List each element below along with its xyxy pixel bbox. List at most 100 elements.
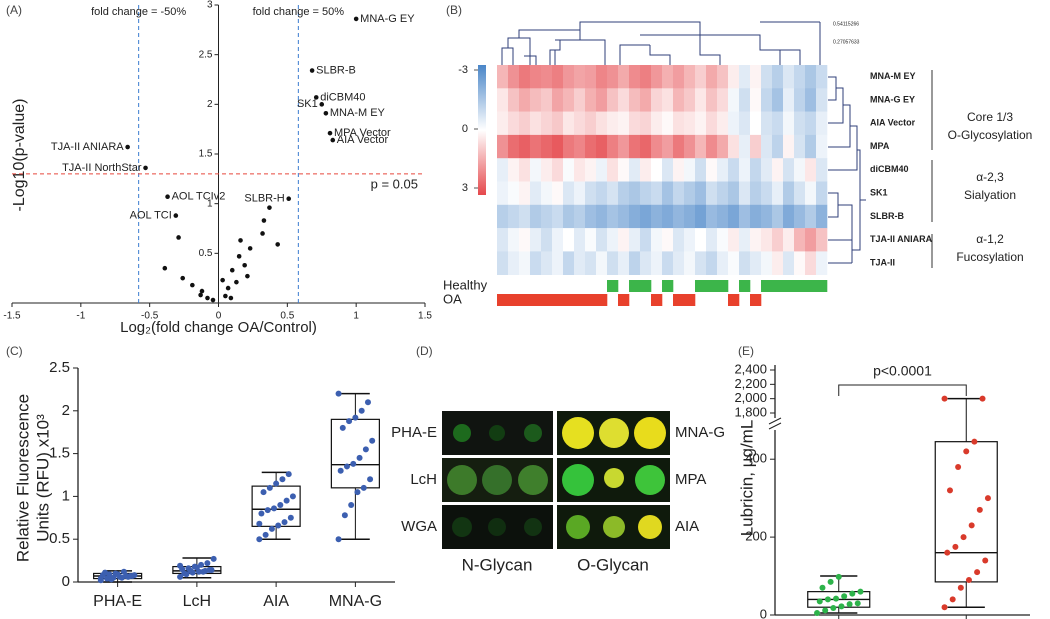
heatmap-cell — [508, 228, 520, 252]
heatmap-cell — [585, 65, 597, 89]
heatmap-cell — [728, 181, 740, 206]
group-cell — [717, 280, 729, 292]
heatmap-cell — [684, 251, 696, 275]
heatmap-cell — [563, 65, 575, 89]
heatmap-cell — [629, 204, 641, 229]
x-tick-label: PHA-E — [93, 593, 142, 610]
row-label: diCBM40 — [870, 164, 909, 174]
heatmap-cell — [596, 181, 608, 206]
heatmap-cell — [750, 111, 762, 136]
heatmap-cell — [618, 204, 630, 229]
heatmap-cell — [662, 111, 674, 136]
point — [267, 205, 272, 210]
point-label: AOL TCIv2 — [172, 191, 226, 203]
point — [824, 596, 831, 603]
heatmap-cell — [552, 111, 564, 136]
heatmap-cell — [728, 228, 740, 252]
heatmap-cell — [552, 181, 564, 206]
heatmap-cell — [519, 204, 531, 229]
point — [944, 549, 951, 556]
point — [350, 460, 357, 467]
heatmap-cell — [662, 251, 674, 275]
heatmap-cell — [629, 111, 641, 136]
point-label: SLBR-B — [316, 64, 356, 76]
point — [369, 437, 376, 444]
x-tick-label: -0.5 — [141, 311, 159, 322]
panel-label: (A) — [6, 3, 22, 17]
point — [337, 467, 344, 474]
heatmap-cell — [684, 111, 696, 136]
point — [177, 562, 184, 569]
group-cell — [629, 280, 641, 292]
y-tick-label: 1.5 — [199, 149, 213, 160]
y-tick-label: 1.5 — [49, 445, 70, 462]
point — [286, 196, 292, 201]
heatmap-cell — [673, 158, 685, 182]
point — [247, 246, 253, 251]
point — [957, 584, 964, 591]
point — [816, 598, 823, 605]
panel-label: (D) — [416, 344, 433, 358]
heatmap-cell — [618, 251, 630, 275]
blot-label: LcH — [410, 471, 437, 488]
group-cell — [552, 294, 564, 306]
point — [181, 570, 188, 577]
heatmap-cell — [574, 158, 586, 182]
heatmap-cell — [761, 134, 773, 159]
point — [353, 16, 359, 22]
heatmap-cell — [574, 251, 586, 275]
heatmap-cell — [640, 181, 652, 206]
point — [262, 531, 269, 538]
point — [965, 576, 972, 583]
heatmap-cell — [728, 251, 740, 275]
heatmap-cell — [651, 251, 663, 275]
heatmap-cell — [640, 228, 652, 252]
heatmap-cell — [596, 65, 608, 89]
significance-label: p<0.0001 — [873, 363, 932, 379]
heatmap-cell — [772, 251, 784, 275]
row-group-label: Sialyation — [964, 188, 1016, 202]
heatmap-cell — [585, 88, 597, 112]
group-cell — [695, 280, 707, 292]
point — [955, 464, 962, 470]
heatmap-cell — [772, 228, 784, 252]
heatmap-cell — [739, 251, 751, 275]
heatmap-cell — [761, 181, 773, 206]
point — [360, 484, 367, 491]
heatmap-cell — [530, 251, 542, 275]
heatmap-cell — [651, 204, 663, 229]
heatmap-cell — [497, 204, 509, 229]
heatmap-cell — [497, 228, 509, 252]
point-label: SK1 — [297, 98, 318, 110]
heatmap-cell — [530, 158, 542, 182]
point — [857, 588, 864, 595]
heatmap-cell — [772, 204, 784, 229]
x-tick-label: -1 — [76, 311, 85, 322]
x-tick-label: 1 — [353, 311, 359, 322]
point — [97, 575, 104, 582]
heatmap-cell — [761, 111, 773, 136]
heatmap-cell — [805, 228, 817, 252]
heatmap-cell — [618, 228, 630, 252]
point — [827, 578, 834, 585]
point — [242, 262, 247, 268]
point — [256, 520, 263, 527]
heatmap-cell — [607, 88, 619, 112]
heatmap-cell — [761, 65, 773, 89]
heatmap-cell — [739, 204, 751, 229]
x-tick-label: 0.5 — [280, 311, 294, 322]
heatmap-cell — [783, 158, 795, 182]
heatmap-cell — [794, 204, 806, 229]
heatmap-cell — [805, 251, 817, 275]
point — [946, 487, 953, 494]
row-label: MNA-M EY — [870, 71, 916, 81]
group-label: OA — [443, 291, 462, 306]
row-group-label: O-Glycosylation — [948, 128, 1033, 142]
heatmap-cell — [552, 251, 564, 275]
heatmap-cell — [497, 251, 509, 275]
heatmap-cell — [739, 65, 751, 89]
row-group-label: α-1,2 — [976, 232, 1004, 246]
point — [279, 476, 286, 483]
heatmap-cell — [783, 88, 795, 112]
point — [838, 603, 845, 610]
